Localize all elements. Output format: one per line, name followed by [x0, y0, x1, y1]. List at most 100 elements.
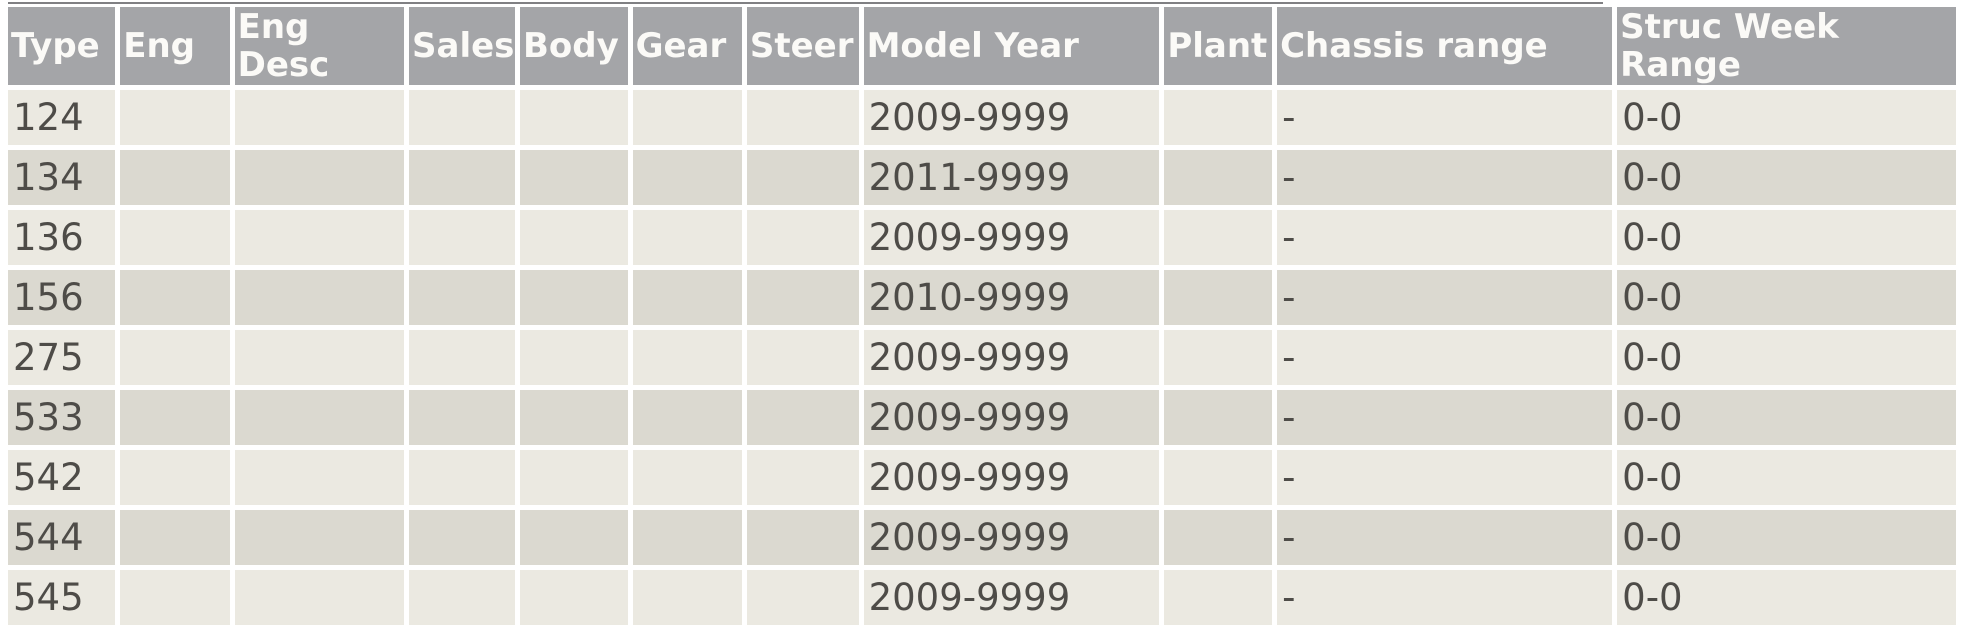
cell-chassis-range: -	[1277, 510, 1613, 565]
cell-steer	[746, 210, 859, 265]
cell-sales	[409, 570, 515, 625]
cell-body	[520, 510, 628, 565]
cell-model-year: 2010-9999	[863, 270, 1160, 325]
cell-eng-desc	[234, 210, 405, 265]
cell-eng-desc	[234, 450, 405, 505]
cell-plant	[1164, 570, 1273, 625]
cell-gear	[632, 390, 742, 445]
cell-eng-desc	[234, 270, 405, 325]
cell-chassis-range: -	[1277, 450, 1613, 505]
cell-eng-desc	[234, 390, 405, 445]
column-header-gear: Gear	[632, 7, 742, 85]
cell-gear	[632, 450, 742, 505]
cell-body	[520, 150, 628, 205]
cell-chassis-range: -	[1277, 570, 1613, 625]
cell-eng-desc	[234, 510, 405, 565]
cell-type: 156	[8, 270, 116, 325]
table-header: Type Eng Eng Desc Sales Body Gear Steer Model Y…	[8, 7, 1956, 85]
cell-model-year: 2009-9999	[863, 390, 1160, 445]
cell-eng	[120, 150, 230, 205]
cell-type: 124	[8, 90, 116, 145]
cell-gear	[632, 210, 742, 265]
cell-type: 134	[8, 150, 116, 205]
table-row[interactable]: 544 2009-9999 -0-0	[8, 510, 1956, 565]
cell-model-year: 2009-9999	[863, 450, 1160, 505]
vehicle-model-table: Type Eng Eng Desc Sales Body Gear Steer Model Y…	[3, 2, 1961, 630]
cell-eng	[120, 210, 230, 265]
cell-type: 544	[8, 510, 116, 565]
column-header-type: Type	[8, 7, 116, 85]
cell-struc-week-range: 0-0	[1617, 450, 1956, 505]
table-row[interactable]: 275 2009-9999 -0-0	[8, 330, 1956, 385]
column-header-eng-desc: Eng Desc	[234, 7, 405, 85]
cell-eng	[120, 330, 230, 385]
cell-steer	[746, 90, 859, 145]
cell-type: 136	[8, 210, 116, 265]
column-header-body: Body	[520, 7, 628, 85]
table-body: 124 2009-9999-0-0 134 2011-9999-0-0 136 2009-…	[8, 90, 1956, 625]
cell-sales	[409, 450, 515, 505]
cell-eng-desc	[234, 150, 405, 205]
column-header-steer: Steer	[746, 7, 859, 85]
cell-gear	[632, 510, 742, 565]
cell-chassis-range: -	[1277, 210, 1613, 265]
table-row[interactable]: 124 2009-9999 -0-0	[8, 90, 1956, 145]
cell-model-year: 2009-9999	[863, 510, 1160, 565]
cell-plant	[1164, 390, 1273, 445]
cell-struc-week-range: 0-0	[1617, 570, 1956, 625]
cell-steer	[746, 570, 859, 625]
cell-plant	[1164, 150, 1273, 205]
table-row[interactable]: 156 2010-9999 -0-0	[8, 270, 1956, 325]
cell-sales	[409, 330, 515, 385]
cell-plant	[1164, 510, 1273, 565]
column-header-struc-week-range: Struc Week Range	[1617, 7, 1956, 85]
cell-eng	[120, 390, 230, 445]
cell-eng	[120, 450, 230, 505]
cell-gear	[632, 270, 742, 325]
column-header-model-year: Model Year	[863, 7, 1160, 85]
cell-gear	[632, 570, 742, 625]
cell-sales	[409, 150, 515, 205]
cell-body	[520, 390, 628, 445]
cell-model-year: 2011-9999	[863, 150, 1160, 205]
cell-steer	[746, 150, 859, 205]
cell-model-year: 2009-9999	[863, 90, 1160, 145]
cell-model-year: 2009-9999	[863, 570, 1160, 625]
cell-eng	[120, 510, 230, 565]
column-header-sales: Sales	[409, 7, 515, 85]
cell-body	[520, 210, 628, 265]
cell-type: 542	[8, 450, 116, 505]
cell-plant	[1164, 210, 1273, 265]
cell-sales	[409, 510, 515, 565]
cell-plant	[1164, 450, 1273, 505]
cell-steer	[746, 390, 859, 445]
column-header-eng: Eng	[120, 7, 230, 85]
cell-type: 533	[8, 390, 116, 445]
cell-body	[520, 570, 628, 625]
cell-gear	[632, 90, 742, 145]
cell-steer	[746, 510, 859, 565]
cell-eng	[120, 570, 230, 625]
cell-eng-desc	[234, 330, 405, 385]
cell-steer	[746, 270, 859, 325]
table-row[interactable]: 134 2011-9999 -0-0	[8, 150, 1956, 205]
table-header-row: Type Eng Eng Desc Sales Body Gear Steer Model Y…	[8, 7, 1956, 85]
cell-body	[520, 90, 628, 145]
table-row[interactable]: 136 2009-9999 -0-0	[8, 210, 1956, 265]
cell-steer	[746, 450, 859, 505]
table-row[interactable]: 533 2009-9999 -0-0	[8, 390, 1956, 445]
cell-chassis-range: -	[1277, 90, 1613, 145]
table-row[interactable]: 542 2009-9999 -0-0	[8, 450, 1956, 505]
cell-chassis-range: -	[1277, 390, 1613, 445]
table-row[interactable]: 545 2009-9999 -0-0	[8, 570, 1956, 625]
cell-body	[520, 270, 628, 325]
cell-plant	[1164, 270, 1273, 325]
cell-steer	[746, 330, 859, 385]
cell-struc-week-range: 0-0	[1617, 150, 1956, 205]
cell-chassis-range: -	[1277, 270, 1613, 325]
cell-chassis-range: -	[1277, 150, 1613, 205]
cell-eng-desc	[234, 570, 405, 625]
cell-gear	[632, 330, 742, 385]
cell-plant	[1164, 330, 1273, 385]
cell-body	[520, 330, 628, 385]
